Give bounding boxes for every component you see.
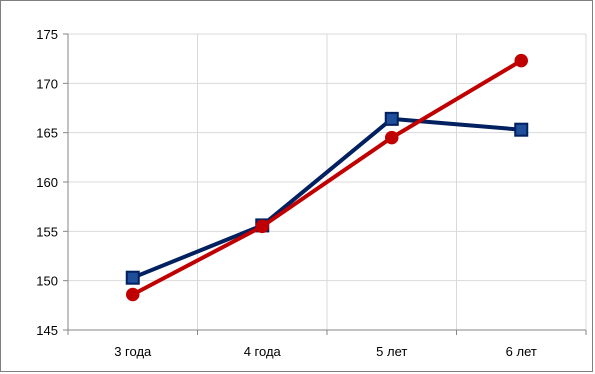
y-tick-label: 175 — [36, 27, 58, 42]
series-line — [131, 58, 523, 297]
x-tick-label: 3 года — [114, 344, 152, 359]
series-group — [125, 53, 529, 302]
y-tick-label: 155 — [36, 224, 58, 239]
y-tick-label: 165 — [36, 126, 58, 141]
x-axis-tick-labels: 3 года 4 года 5 лет 6 лет — [114, 344, 537, 359]
data-point-circle — [126, 287, 140, 302]
data-point-square — [125, 270, 140, 285]
y-tick-label: 170 — [36, 76, 58, 91]
data-point-circle — [385, 130, 399, 145]
data-point-circle — [514, 53, 528, 68]
series-2 — [126, 53, 528, 302]
axes — [63, 33, 587, 335]
y-tick-label: 145 — [36, 323, 58, 338]
x-tick-label: 4 года — [244, 344, 282, 359]
y-axis-tick-labels: 145 150 155 160 165 170 175 — [36, 27, 58, 338]
data-point-square — [514, 122, 529, 137]
x-tick-label: 6 лет — [506, 344, 537, 359]
data-point-square — [384, 111, 399, 126]
data-point-circle — [255, 219, 269, 234]
y-tick-label: 160 — [36, 175, 58, 190]
series-line — [132, 116, 522, 280]
x-tick-label: 5 лет — [376, 344, 407, 359]
y-tick-label: 150 — [36, 274, 58, 289]
